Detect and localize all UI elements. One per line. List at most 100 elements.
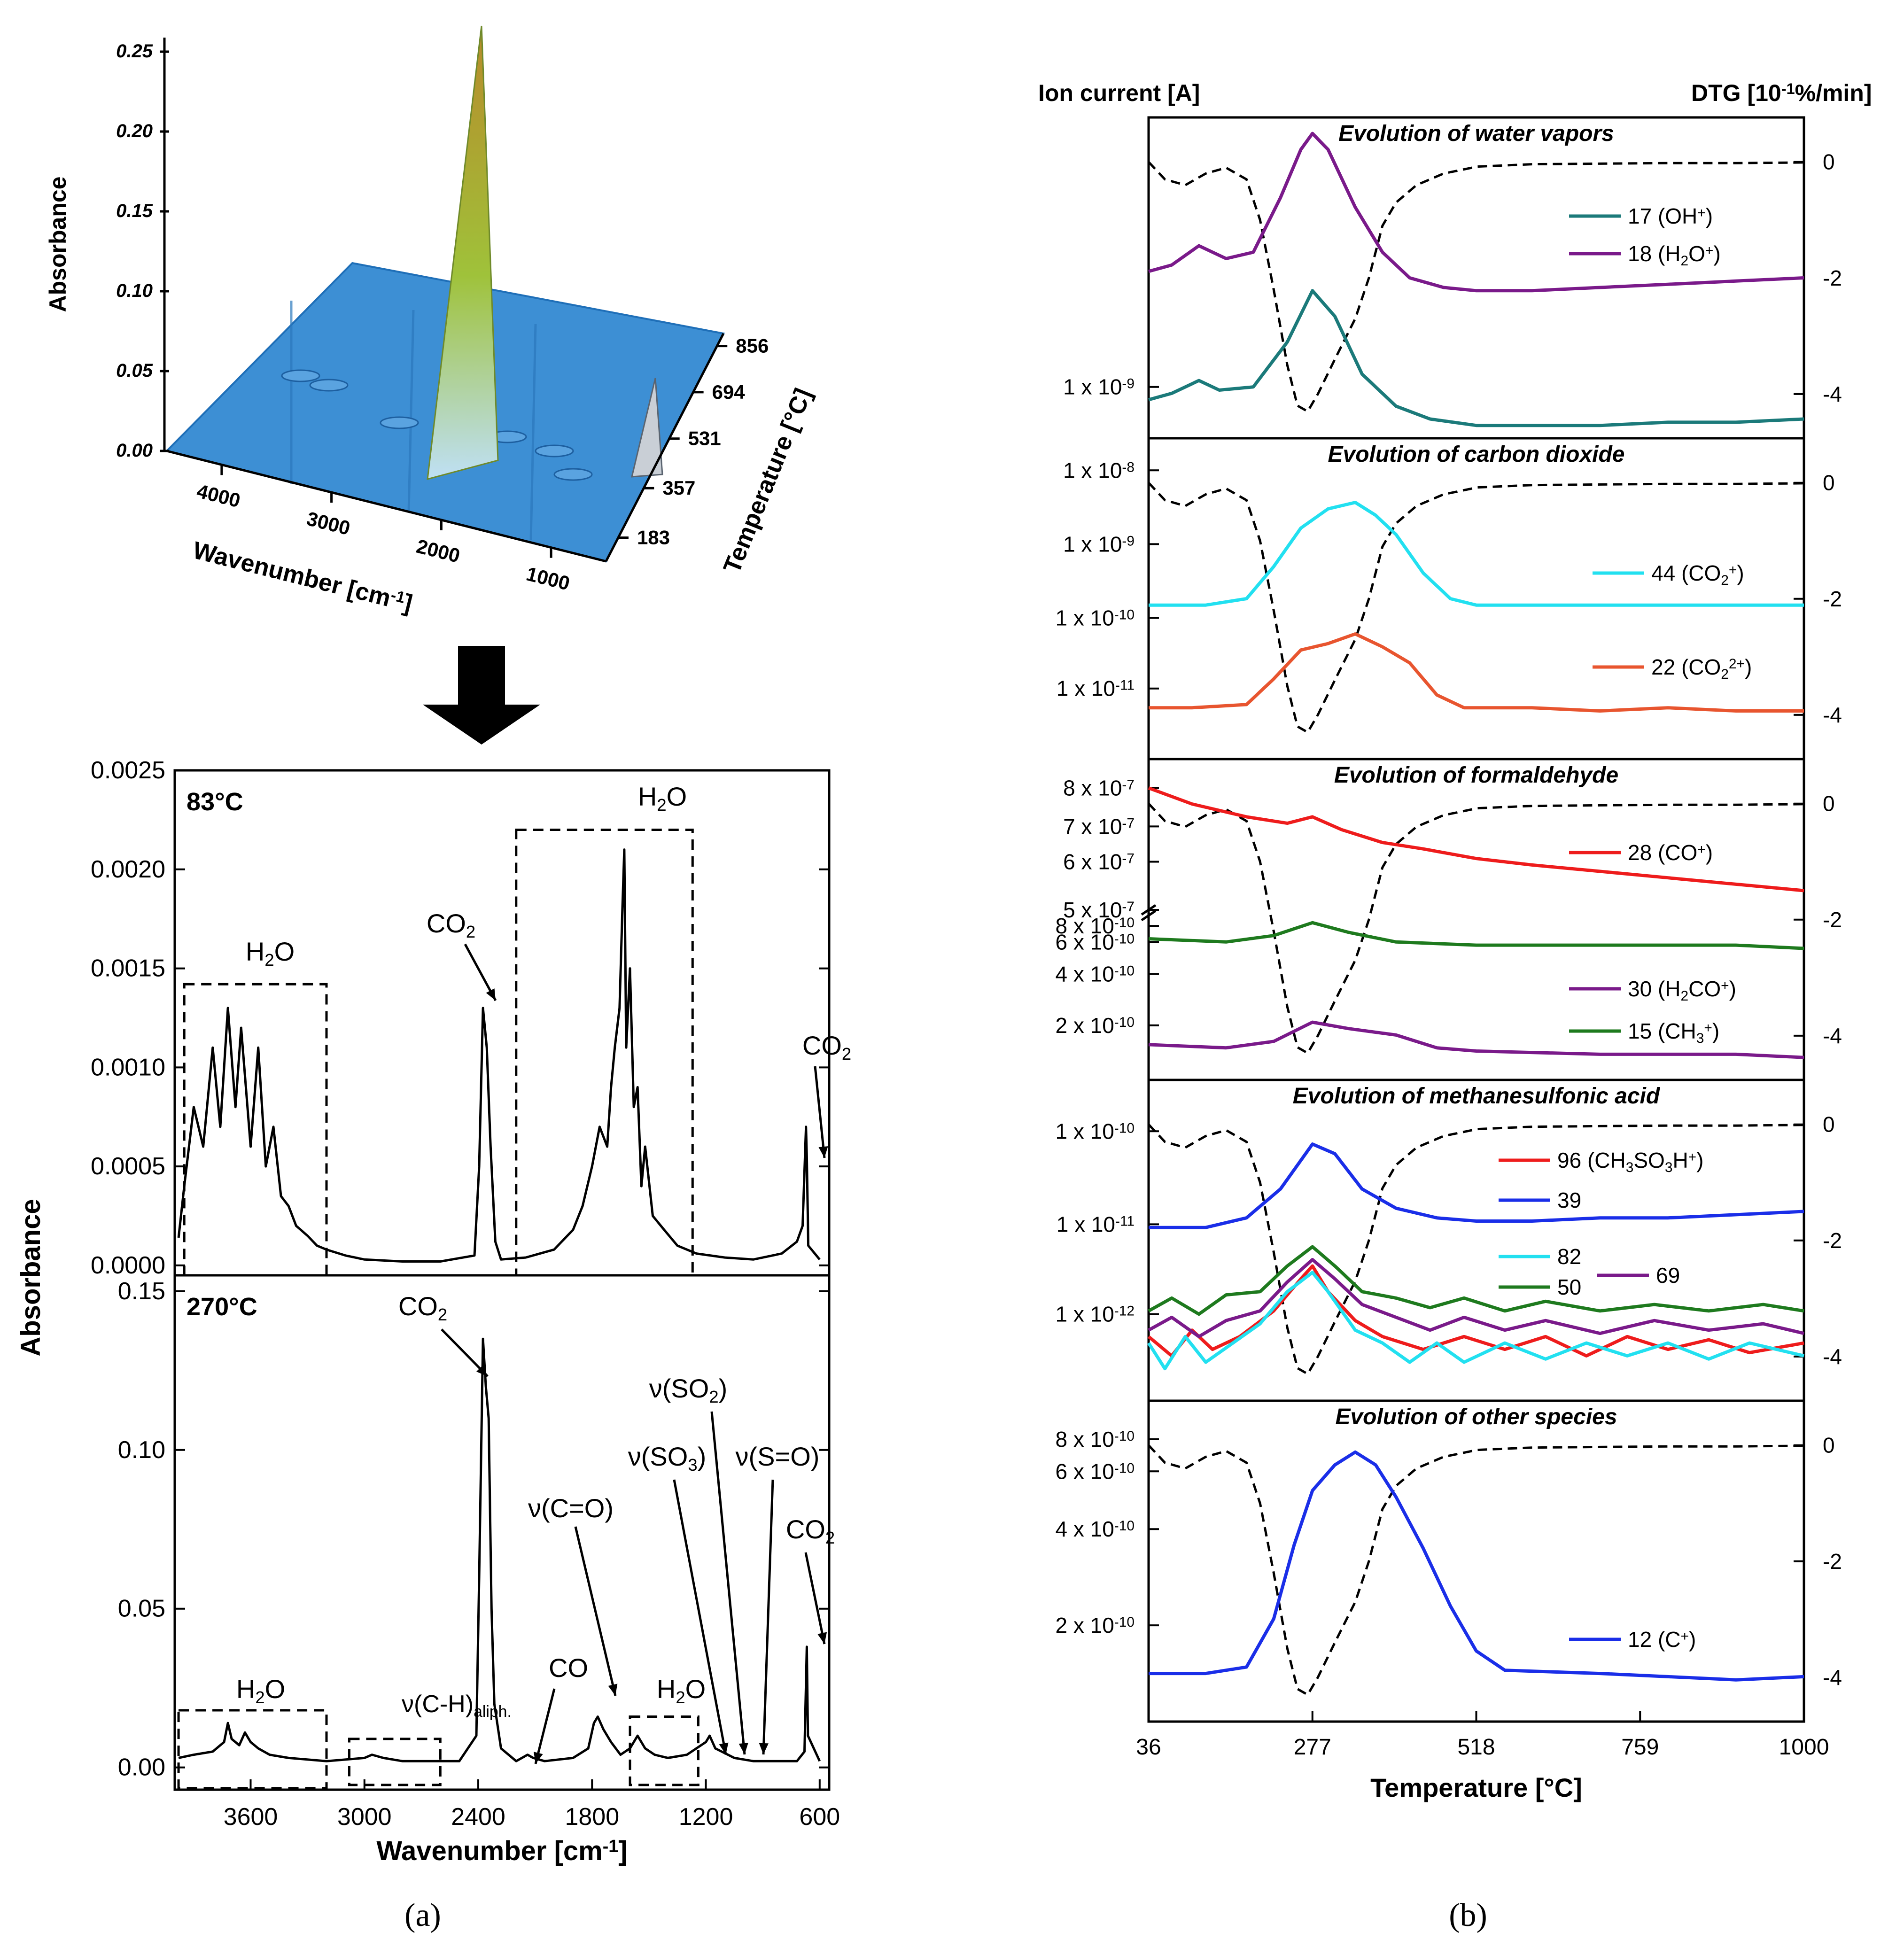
annotation-h2o-right: H2O: [638, 782, 687, 815]
dtg-tick-label: 0: [1823, 150, 1835, 174]
x-tick-label: 1800: [565, 1803, 619, 1831]
series-line: [1149, 501, 1804, 607]
legend-label: 18 (H2O+): [1628, 241, 1721, 269]
dtg-tick-label: 0: [1823, 1433, 1835, 1458]
h2o-box-83-right: [515, 828, 694, 1277]
arrow-co2-right: [804, 1552, 826, 1645]
wavenumber-axis-title: Wavenumber [cm-1]: [190, 536, 415, 617]
y-tick-label: 0.0005: [91, 1153, 165, 1180]
absorbance-tick-label: 0.20: [116, 121, 153, 141]
dtg-tick-label: -2: [1823, 1549, 1842, 1574]
arrow-vso2: [710, 1411, 746, 1755]
series-line: [1148, 1245, 1804, 1316]
arrow-vso2-head: [738, 1743, 748, 1754]
surface-bump: [309, 379, 349, 392]
surface-ridge: [407, 310, 415, 512]
dtg-tick-label: -4: [1823, 382, 1842, 406]
temperature-tick-label: 694: [712, 381, 746, 403]
series-line: [1148, 921, 1804, 950]
legend-label: 44 (CO2+): [1651, 561, 1744, 588]
x-tick-label: 600: [799, 1803, 840, 1831]
wavenumber-tick-label: 1000: [524, 562, 572, 594]
surface-bump: [553, 468, 593, 481]
ion-tick-label: 1 x 10-8: [1063, 458, 1135, 482]
temperature-label: 83°C: [187, 788, 243, 816]
dtg-tick-label: -4: [1823, 1344, 1842, 1369]
temperature-tick-label: 183: [637, 527, 670, 549]
y-tick-label: 0.15: [118, 1278, 165, 1305]
annotation-h2o-mid: H2O: [657, 1674, 706, 1707]
absorbance-tick-label: 0.25: [116, 41, 153, 62]
series-line: [1148, 289, 1804, 427]
x-tick-label: 1000: [1779, 1735, 1829, 1760]
h2o-box-270-left: [177, 1709, 328, 1790]
legend-label: 28 (CO+): [1628, 840, 1713, 865]
absorbance-tick-label: 0.10: [116, 280, 153, 301]
legend-label: 69: [1656, 1263, 1680, 1288]
annotation-vso: ν(S=O): [736, 1442, 820, 1471]
y-tick-label: 0.0020: [91, 856, 165, 883]
arrow-co2-right: [814, 1066, 826, 1158]
spectra-frame: [173, 769, 831, 1791]
absorbance-tick-label: 0.15: [116, 201, 153, 221]
ms-dtg-plot: Ion current [A] DTG [10-1%/min] Evolution …: [1038, 80, 1872, 1802]
surface-peak-small: [631, 378, 663, 478]
arrow-co2-top-head: [476, 1365, 488, 1376]
series-line: [1148, 1258, 1804, 1338]
arrow-vso-head: [759, 1743, 769, 1754]
y-tick-label: 0.0015: [91, 955, 165, 982]
ion-tick-label: 5 x 10-7: [1063, 898, 1135, 922]
dtg-tick-label: 0: [1823, 1112, 1835, 1137]
dtg-tick-label: -2: [1823, 266, 1842, 290]
ion-tick-label: 7 x 10-7: [1063, 814, 1135, 838]
temperature-axis: [605, 333, 725, 562]
ion-tick-label: 1 x 10-12: [1055, 1302, 1135, 1327]
x-axis-title: Temperature [°C]: [1370, 1773, 1582, 1802]
dtg-tick-label: -4: [1823, 1665, 1842, 1690]
series-line: [1149, 632, 1804, 713]
ms-panel-2: Evolution of formaldehyde 0 -2 -4 8 x 10-7 7 …: [1055, 758, 1842, 1059]
legend-label: 15 (CH3+): [1628, 1019, 1719, 1046]
h2o-box-83-left: [183, 983, 328, 1277]
dtg-curve: [1148, 161, 1804, 413]
dtg-curve: [1148, 802, 1804, 1055]
ms-panel-0: Evolution of water vapors 0 -2 -4 1 x 10-9 17…: [1063, 121, 1842, 427]
series-line: [1148, 1020, 1804, 1059]
ion-tick-label: 1 x 10-11: [1057, 1212, 1135, 1236]
temperature-tick-label: 856: [736, 335, 769, 357]
absorbance-tick-label: 0.00: [116, 440, 153, 461]
ms-panel-3: Evolution of methanesulfonic acid 0 -2 -4 1 …: [1055, 1079, 1842, 1376]
series-line: [1148, 132, 1804, 293]
arrow-vso: [762, 1479, 774, 1755]
ion-tick-label: 8 x 10-7: [1063, 776, 1135, 800]
ion-tick-label: 1 x 10-10: [1055, 1119, 1135, 1143]
panel-title: Evolution of formaldehyde: [1334, 763, 1618, 788]
y-tick-label: 0.0010: [91, 1054, 165, 1081]
ion-tick-label: 1 x 10-9: [1063, 375, 1135, 399]
dtg-tick-label: -2: [1823, 1228, 1842, 1253]
left-axis-title: Ion current [A]: [1038, 80, 1200, 106]
annotation-ch: ν(C-H)aliph.: [402, 1691, 512, 1721]
series-line: [1147, 1264, 1804, 1358]
annotation-h2o-left: H2O: [236, 1674, 285, 1707]
arrow-vso3-head: [719, 1742, 729, 1754]
legend-label: 50: [1557, 1275, 1581, 1299]
legend-label: 96 (CH3SO3H+): [1557, 1148, 1703, 1175]
arrow-co2-head: [486, 988, 496, 1001]
ion-tick-label: 8 x 10-10: [1055, 914, 1135, 938]
annotation-co2-top: CO2: [398, 1291, 447, 1324]
temperature-tick-label: 531: [688, 427, 721, 450]
annotation-vco: ν(C=O): [528, 1493, 614, 1523]
ion-tick-label: 4 x 10-10: [1055, 1517, 1135, 1541]
arrow-vco-head: [608, 1684, 618, 1696]
arrow-vco: [574, 1526, 617, 1696]
ion-tick-label: 2 x 10-10: [1055, 1013, 1135, 1038]
panel-label-b: (b): [1449, 1897, 1487, 1933]
series-line: [1149, 1142, 1804, 1229]
panel-title: Evolution of carbon dioxide: [1328, 442, 1624, 467]
wavenumber-tick-label: 4000: [194, 480, 242, 512]
panel-title: Evolution of other species: [1335, 1405, 1617, 1429]
surface-bump: [535, 444, 574, 458]
x-tick-label: 518: [1457, 1735, 1495, 1760]
